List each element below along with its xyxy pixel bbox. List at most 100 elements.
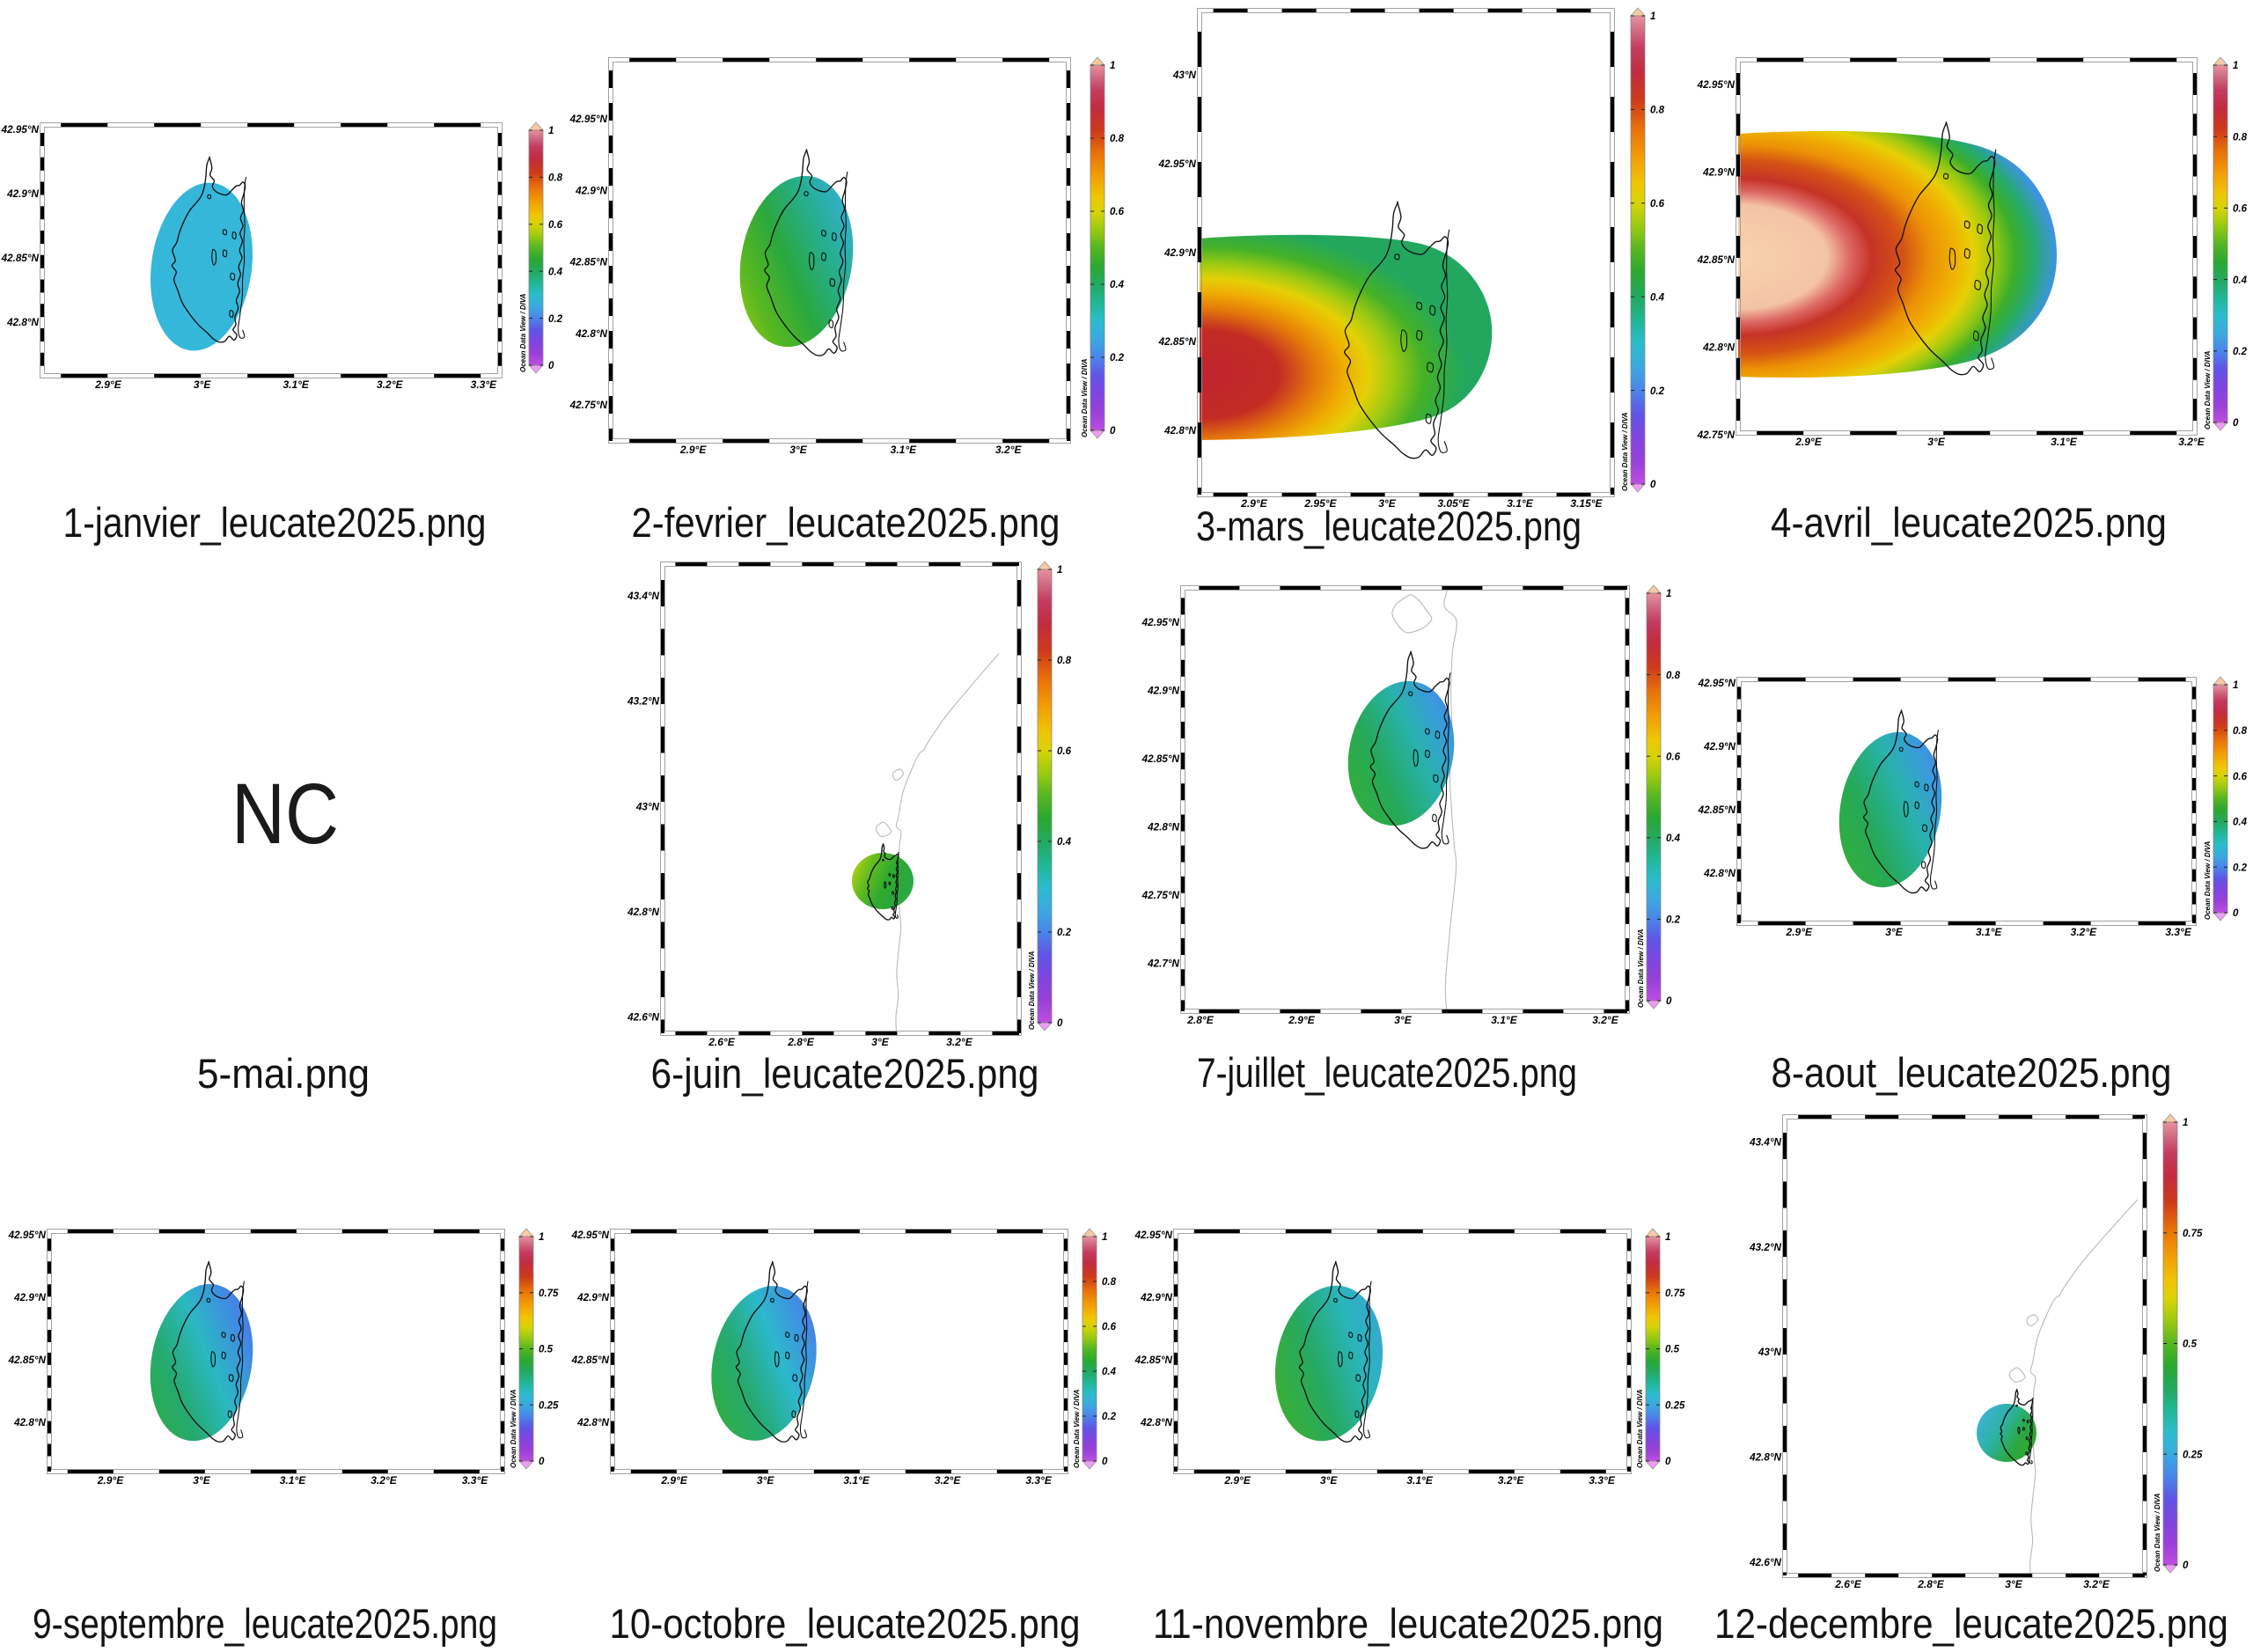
svg-text:3.2°E: 3.2°E bbox=[371, 1474, 397, 1487]
svg-text:NC: NC bbox=[231, 766, 339, 862]
svg-text:2.8°E: 2.8°E bbox=[1917, 1578, 1944, 1590]
svg-text:0.75: 0.75 bbox=[2183, 1229, 2203, 1239]
svg-text:1: 1 bbox=[1666, 589, 1671, 599]
svg-text:43°N: 43°N bbox=[1758, 1347, 1782, 1358]
svg-text:3.2°E: 3.2°E bbox=[377, 378, 403, 391]
svg-text:1-janvier_leucate2025.png: 1-janvier_leucate2025.png bbox=[63, 499, 487, 546]
svg-text:0.6: 0.6 bbox=[1650, 199, 1665, 209]
svg-text:3°E: 3°E bbox=[193, 1474, 210, 1487]
svg-text:43.4°N: 43.4°N bbox=[1749, 1136, 1781, 1148]
svg-text:0: 0 bbox=[539, 1457, 545, 1467]
svg-text:3.3°E: 3.3°E bbox=[471, 378, 497, 391]
svg-text:Ocean Data View / DIVA: Ocean Data View / DIVA bbox=[1637, 929, 1645, 1008]
svg-text:42.8°N: 42.8°N bbox=[1749, 1452, 1781, 1464]
svg-text:42.75°N: 42.75°N bbox=[569, 400, 608, 411]
svg-text:42.8°N: 42.8°N bbox=[13, 1417, 46, 1428]
svg-text:0.2: 0.2 bbox=[2233, 347, 2248, 357]
svg-text:3°E: 3°E bbox=[1378, 497, 1396, 510]
svg-text:1: 1 bbox=[2233, 680, 2238, 691]
svg-text:1: 1 bbox=[539, 1232, 544, 1243]
svg-text:3.3°E: 3.3°E bbox=[462, 1474, 488, 1487]
svg-text:42.85°N: 42.85°N bbox=[1698, 804, 1736, 816]
svg-text:2.9°E: 2.9°E bbox=[94, 378, 121, 391]
svg-text:0.4: 0.4 bbox=[1102, 1367, 1117, 1377]
svg-text:3°E: 3°E bbox=[194, 378, 211, 391]
svg-text:42.8°N: 42.8°N bbox=[576, 1417, 609, 1428]
svg-text:0.8: 0.8 bbox=[1650, 106, 1665, 116]
svg-text:2.8°E: 2.8°E bbox=[1186, 1014, 1214, 1026]
svg-text:42.85°N: 42.85°N bbox=[1, 253, 40, 264]
svg-text:1: 1 bbox=[1057, 565, 1062, 576]
svg-text:0.2: 0.2 bbox=[1666, 915, 1681, 926]
svg-text:42.8°N: 42.8°N bbox=[1163, 425, 1196, 437]
svg-text:0.8: 0.8 bbox=[2233, 726, 2248, 737]
svg-text:42.8°N: 42.8°N bbox=[6, 317, 39, 328]
svg-text:1: 1 bbox=[548, 126, 554, 136]
svg-text:42.85°N: 42.85°N bbox=[1158, 336, 1197, 348]
svg-text:43°N: 43°N bbox=[635, 801, 660, 812]
svg-text:42.75°N: 42.75°N bbox=[1697, 430, 1736, 441]
svg-text:3.1°E: 3.1°E bbox=[1507, 497, 1533, 510]
svg-text:3.1°E: 3.1°E bbox=[2051, 436, 2077, 448]
svg-text:3.1°E: 3.1°E bbox=[280, 1474, 306, 1487]
svg-text:42.95°N: 42.95°N bbox=[1698, 678, 1736, 689]
svg-text:42.8°N: 42.8°N bbox=[1702, 342, 1735, 354]
svg-text:2.9°E: 2.9°E bbox=[660, 1474, 687, 1487]
svg-text:42.85°N: 42.85°N bbox=[571, 1355, 610, 1366]
svg-text:3.2°E: 3.2°E bbox=[2178, 436, 2205, 448]
svg-text:3.1°E: 3.1°E bbox=[891, 444, 917, 456]
svg-text:0.4: 0.4 bbox=[1110, 280, 1125, 290]
svg-text:42.95°N: 42.95°N bbox=[1, 124, 40, 136]
svg-text:2.6°E: 2.6°E bbox=[1834, 1578, 1861, 1590]
svg-text:0: 0 bbox=[548, 361, 554, 371]
svg-text:Ocean Data View / DIVA: Ocean Data View / DIVA bbox=[2154, 1493, 2161, 1572]
svg-text:0.2: 0.2 bbox=[1110, 353, 1125, 363]
svg-text:2.9°E: 2.9°E bbox=[97, 1474, 124, 1487]
svg-text:3.2°E: 3.2°E bbox=[935, 1474, 961, 1487]
svg-text:2.6°E: 2.6°E bbox=[708, 1036, 735, 1048]
svg-text:0: 0 bbox=[1666, 996, 1672, 1007]
svg-text:3.2°E: 3.2°E bbox=[2071, 926, 2097, 938]
svg-text:3.3°E: 3.3°E bbox=[2165, 926, 2191, 938]
svg-text:0.4: 0.4 bbox=[2233, 818, 2248, 828]
svg-text:0.6: 0.6 bbox=[1110, 207, 1125, 217]
svg-text:2.9°E: 2.9°E bbox=[1223, 1474, 1251, 1487]
svg-text:0.4: 0.4 bbox=[548, 267, 563, 277]
svg-text:42.85°N: 42.85°N bbox=[1141, 753, 1180, 765]
svg-text:0.8: 0.8 bbox=[1110, 134, 1125, 144]
svg-text:0.6: 0.6 bbox=[548, 220, 563, 231]
svg-text:2-fevrier_leucate2025.png: 2-fevrier_leucate2025.png bbox=[632, 499, 1060, 546]
svg-text:12-decembre_leucate2025.png: 12-decembre_leucate2025.png bbox=[1714, 1600, 2228, 1647]
svg-text:2.9°E: 2.9°E bbox=[1240, 497, 1267, 510]
svg-text:2.9°E: 2.9°E bbox=[1794, 436, 1822, 448]
svg-text:0: 0 bbox=[1102, 1457, 1108, 1467]
svg-text:0.8: 0.8 bbox=[1057, 656, 1072, 666]
svg-text:Ocean Data View / DIVA: Ocean Data View / DIVA bbox=[510, 1389, 517, 1468]
svg-text:1: 1 bbox=[1665, 1232, 1670, 1243]
svg-text:42.85°N: 42.85°N bbox=[569, 257, 608, 268]
svg-text:2.95°E: 2.95°E bbox=[1303, 497, 1337, 510]
svg-text:0: 0 bbox=[1650, 480, 1656, 490]
svg-text:0.6: 0.6 bbox=[2233, 204, 2248, 215]
svg-text:3.3°E: 3.3°E bbox=[1589, 1474, 1615, 1487]
svg-text:3°E: 3°E bbox=[1927, 436, 1945, 448]
svg-text:2.9°E: 2.9°E bbox=[1786, 926, 1813, 938]
svg-text:3.2°E: 3.2°E bbox=[995, 444, 1022, 456]
svg-text:3.1°E: 3.1°E bbox=[283, 378, 309, 391]
svg-text:0.25: 0.25 bbox=[1665, 1401, 1685, 1412]
svg-text:42.95°N: 42.95°N bbox=[1697, 79, 1736, 91]
svg-text:1: 1 bbox=[2183, 1118, 2188, 1128]
svg-text:42.8°N: 42.8°N bbox=[1140, 1417, 1172, 1428]
svg-text:3°E: 3°E bbox=[1320, 1474, 1338, 1487]
svg-text:42.95°N: 42.95°N bbox=[1141, 617, 1180, 628]
svg-text:42.75°N: 42.75°N bbox=[1141, 890, 1180, 901]
svg-text:42.8°N: 42.8°N bbox=[1703, 868, 1736, 879]
svg-text:0.2: 0.2 bbox=[1102, 1412, 1117, 1422]
svg-text:0.4: 0.4 bbox=[1057, 837, 1072, 848]
svg-text:0.4: 0.4 bbox=[1666, 833, 1681, 844]
svg-text:7-juillet_leucate2025.png: 7-juillet_leucate2025.png bbox=[1197, 1049, 1577, 1096]
svg-text:2.9°E: 2.9°E bbox=[1288, 1014, 1315, 1026]
svg-text:42.85°N: 42.85°N bbox=[1134, 1355, 1173, 1366]
svg-text:2.8°E: 2.8°E bbox=[787, 1036, 814, 1048]
svg-text:42.85°N: 42.85°N bbox=[8, 1355, 47, 1366]
